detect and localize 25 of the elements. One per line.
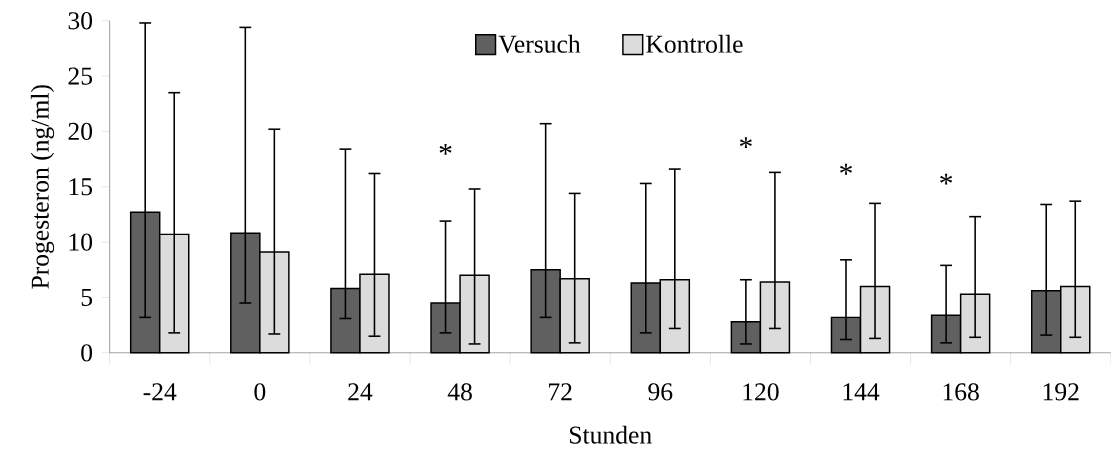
annotation: * — [739, 137, 752, 148]
x-tick-label: -24 — [143, 383, 177, 401]
x-tick-label: 96 — [648, 383, 673, 401]
x-tick-label: 168 — [943, 383, 979, 401]
y-tick-label: 15 — [69, 177, 93, 196]
x-tick-label: 144 — [843, 383, 880, 400]
legend-label: Versuch — [498, 34, 581, 53]
y-tick-label: 25 — [68, 67, 93, 85]
annotation: * — [940, 173, 953, 185]
y-tick-label: 20 — [68, 122, 93, 140]
y-tick-label: 10 — [69, 233, 93, 251]
annotation: * — [840, 163, 852, 175]
y-tick-label: 5 — [81, 288, 93, 306]
x-tick-label: 72 — [549, 383, 572, 401]
y-tick-label: 0 — [81, 343, 93, 362]
x-tick-label: 48 — [447, 383, 472, 401]
x-tick-label: 24 — [348, 383, 373, 401]
y-axis-title: Progesteron (ng/ml) — [30, 84, 55, 289]
x-axis-title: Stunden — [569, 425, 652, 444]
annotation: * — [439, 143, 452, 155]
y-tick-label: 30 — [68, 11, 93, 30]
x-tick-label: 120 — [743, 383, 779, 401]
x-tick-label: 192 — [1043, 383, 1079, 401]
legend-label: Kontrolle — [646, 34, 743, 53]
x-tick-label: 0 — [254, 383, 266, 401]
